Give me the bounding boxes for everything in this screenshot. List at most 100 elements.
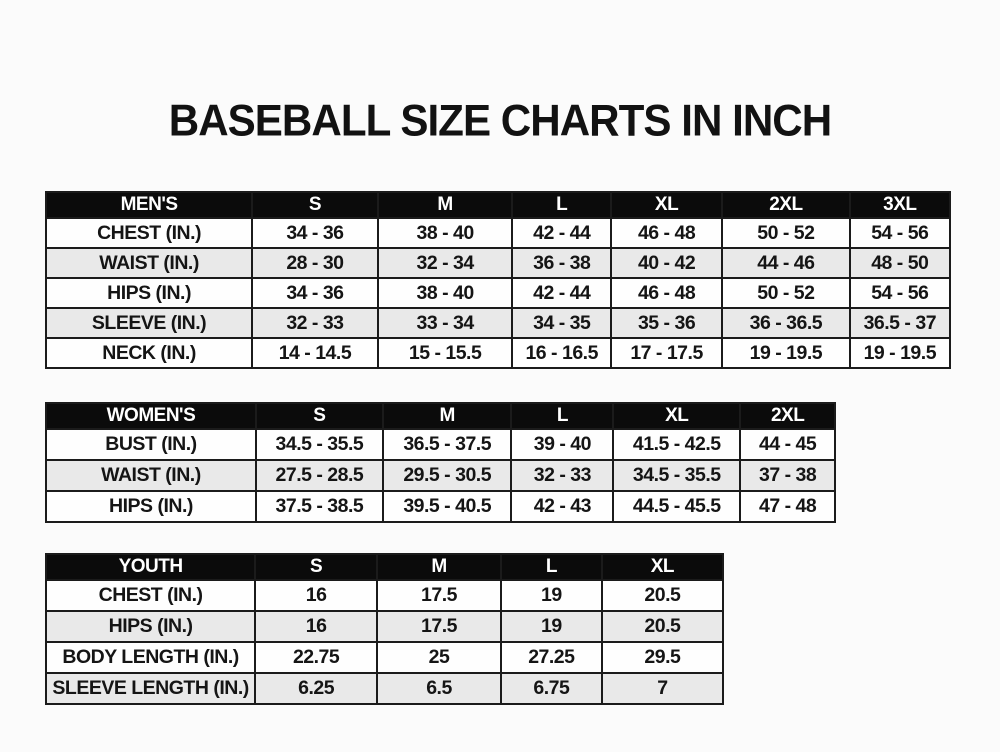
size-value-cell: 42 - 44: [511, 217, 612, 249]
size-value-cell: 34 - 35: [511, 307, 612, 339]
size-value-cell: 46 - 48: [609, 277, 724, 309]
size-value-cell: 38 - 40: [376, 277, 514, 309]
size-value-cell: 32 - 34: [376, 247, 514, 279]
size-value-cell: 6.25: [254, 672, 379, 705]
table-row: HIPS (IN.) 37.5 - 38.5 39.5 - 40.5 42 - 43 4…: [45, 490, 836, 523]
size-value-cell: 44 - 45: [739, 428, 836, 461]
size-column-header: S: [254, 553, 379, 581]
size-column-header: L: [510, 402, 615, 430]
size-value-cell: 34.5 - 35.5: [612, 459, 742, 492]
size-value-cell: 32 - 33: [251, 307, 379, 339]
table-row: HIPS (IN.) 16 17.5 19 20.5: [44, 610, 725, 643]
group-header: MEN'S: [44, 191, 254, 219]
youth-size-table-grid: YOUTH S M L XL CHEST (IN.) 16 17.5 19 20.5 HIPS (I…: [44, 553, 725, 705]
size-value-cell: 37 - 38: [739, 459, 836, 492]
table-row: BUST (IN.) 34.5 - 35.5 36.5 - 37.5 39 - 40 4…: [45, 428, 836, 461]
header-row: MEN'S S M L XL 2XL 3XL: [44, 191, 952, 219]
measurement-label: CHEST (IN.): [44, 579, 257, 612]
size-value-cell: 16: [254, 579, 379, 612]
size-value-cell: 6.5: [376, 672, 502, 705]
header-row: YOUTH S M L XL: [44, 553, 725, 581]
size-value-cell: 29.5 - 30.5: [381, 459, 513, 492]
size-value-cell: 7: [600, 672, 725, 705]
group-header: WOMEN'S: [45, 402, 257, 430]
measurement-label: SLEEVE LENGTH (IN.): [44, 672, 257, 705]
measurement-label: HIPS (IN.): [44, 610, 257, 643]
size-value-cell: 36 - 36.5: [721, 307, 851, 339]
size-value-cell: 42 - 44: [511, 277, 612, 309]
size-value-cell: 27.5 - 28.5: [254, 459, 384, 492]
size-column-header: M: [381, 402, 513, 430]
size-value-cell: 6.75: [499, 672, 603, 705]
size-value-cell: 54 - 56: [848, 217, 952, 249]
size-value-cell: 28 - 30: [251, 247, 379, 279]
size-value-cell: 29.5: [600, 641, 725, 674]
size-column-header: 2XL: [739, 402, 836, 430]
size-column-header: S: [254, 402, 384, 430]
size-column-header: L: [511, 191, 612, 219]
table-row: SLEEVE LENGTH (IN.) 6.25 6.5 6.75 7: [44, 672, 725, 705]
measurement-label: BODY LENGTH (IN.): [44, 641, 257, 674]
measurement-label: HIPS (IN.): [44, 277, 254, 309]
size-value-cell: 54 - 56: [848, 277, 952, 309]
size-column-header: M: [376, 191, 514, 219]
table-row: HIPS (IN.) 34 - 36 38 - 40 42 - 44 46 - 48 50…: [44, 277, 952, 309]
size-value-cell: 41.5 - 42.5: [612, 428, 742, 461]
size-value-cell: 44 - 46: [721, 247, 851, 279]
size-value-cell: 34 - 36: [251, 277, 379, 309]
size-value-cell: 15 - 15.5: [376, 337, 514, 369]
size-value-cell: 16 - 16.5: [511, 337, 612, 369]
size-value-cell: 17.5: [376, 579, 502, 612]
size-column-header: 3XL: [848, 191, 952, 219]
youth-size-table: YOUTH S M L XL CHEST (IN.) 16 17.5 19 20.5 HIPS (I…: [44, 553, 725, 705]
size-value-cell: 19 - 19.5: [848, 337, 952, 369]
size-column-header: L: [499, 553, 603, 581]
size-value-cell: 19 - 19.5: [721, 337, 851, 369]
size-value-cell: 34 - 36: [251, 217, 379, 249]
womens-size-table: WOMEN'S S M L XL 2XL BUST (IN.) 34.5 - 35.5 36.5…: [45, 402, 836, 523]
mens-size-table-grid: MEN'S S M L XL 2XL 3XL CHEST (IN.) 34 - 36 38 - 4…: [44, 191, 952, 369]
table-row: WAIST (IN.) 28 - 30 32 - 34 36 - 38 40 - 42 4…: [44, 247, 952, 279]
size-value-cell: 42 - 43: [510, 490, 615, 523]
womens-size-table-grid: WOMEN'S S M L XL 2XL BUST (IN.) 34.5 - 35.5 36.5…: [45, 402, 836, 523]
group-header: YOUTH: [44, 553, 257, 581]
size-value-cell: 34.5 - 35.5: [254, 428, 384, 461]
size-value-cell: 37.5 - 38.5: [254, 490, 384, 523]
size-value-cell: 20.5: [600, 579, 725, 612]
size-value-cell: 39.5 - 40.5: [381, 490, 513, 523]
size-value-cell: 19: [499, 579, 603, 612]
size-value-cell: 39 - 40: [510, 428, 615, 461]
size-value-cell: 17 - 17.5: [609, 337, 724, 369]
size-value-cell: 16: [254, 610, 379, 643]
size-value-cell: 14 - 14.5: [251, 337, 379, 369]
mens-size-table: MEN'S S M L XL 2XL 3XL CHEST (IN.) 34 - 36 38 - 4…: [44, 191, 952, 369]
table-row: CHEST (IN.) 34 - 36 38 - 40 42 - 44 46 - 48 5…: [44, 217, 952, 249]
size-value-cell: 32 - 33: [510, 459, 615, 492]
table-row: SLEEVE (IN.) 32 - 33 33 - 34 34 - 35 35 - 36…: [44, 307, 952, 339]
table-row: NECK (IN.) 14 - 14.5 15 - 15.5 16 - 16.5 17 …: [44, 337, 952, 369]
size-value-cell: 40 - 42: [609, 247, 724, 279]
size-column-header: S: [251, 191, 379, 219]
size-value-cell: 38 - 40: [376, 217, 514, 249]
table-row: WAIST (IN.) 27.5 - 28.5 29.5 - 30.5 32 - 33…: [45, 459, 836, 492]
size-column-header: M: [376, 553, 502, 581]
size-value-cell: 22.75: [254, 641, 379, 674]
measurement-label: CHEST (IN.): [44, 217, 254, 249]
measurement-label: HIPS (IN.): [45, 490, 257, 523]
size-value-cell: 25: [376, 641, 502, 674]
size-column-header: XL: [600, 553, 725, 581]
size-value-cell: 36.5 - 37: [848, 307, 952, 339]
header-row: WOMEN'S S M L XL 2XL: [45, 402, 836, 430]
size-value-cell: 44.5 - 45.5: [612, 490, 742, 523]
size-value-cell: 17.5: [376, 610, 502, 643]
size-value-cell: 36 - 38: [511, 247, 612, 279]
measurement-label: BUST (IN.): [45, 428, 257, 461]
size-column-header: 2XL: [721, 191, 851, 219]
size-value-cell: 33 - 34: [376, 307, 514, 339]
size-value-cell: 19: [499, 610, 603, 643]
size-value-cell: 46 - 48: [609, 217, 724, 249]
size-column-header: XL: [612, 402, 742, 430]
size-value-cell: 50 - 52: [721, 277, 851, 309]
size-column-header: XL: [609, 191, 724, 219]
measurement-label: WAIST (IN.): [45, 459, 257, 492]
